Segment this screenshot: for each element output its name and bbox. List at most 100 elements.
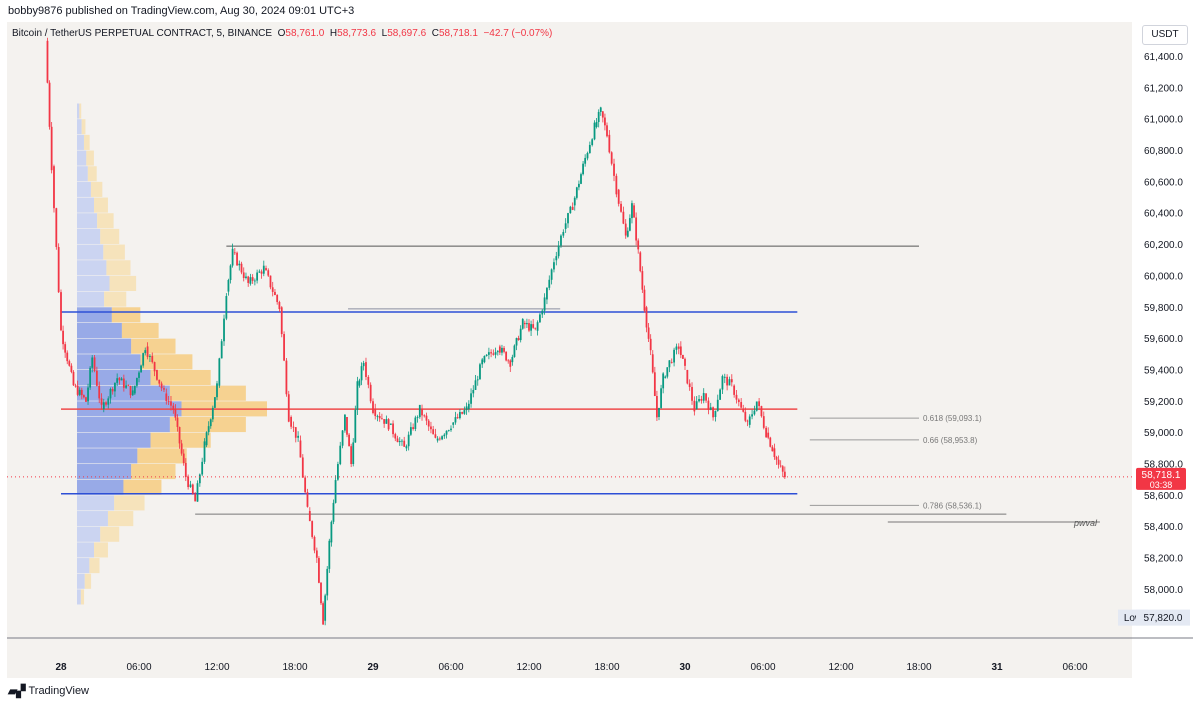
candle-body	[447, 430, 450, 431]
candle-body	[283, 334, 285, 361]
candle-body	[127, 385, 130, 387]
candle-body	[628, 218, 631, 231]
candle-body	[301, 457, 304, 478]
candle-body	[102, 402, 105, 410]
volume-bar-sell	[107, 511, 134, 527]
candle-body	[686, 369, 689, 384]
candle-body	[287, 394, 290, 422]
currency-button[interactable]: USDT	[1142, 25, 1188, 45]
candle-body	[494, 352, 497, 355]
low-price-label: 57,820.0	[1144, 613, 1183, 624]
candle-body	[461, 412, 464, 414]
candle-body	[660, 388, 662, 408]
candle-body	[744, 411, 747, 421]
candle-body	[573, 197, 576, 206]
candle-body	[760, 406, 763, 417]
candle-body	[539, 314, 541, 323]
volume-bar-buy	[77, 213, 98, 229]
candle-body	[111, 389, 114, 392]
candle-body	[550, 269, 553, 280]
candle-body	[620, 203, 622, 212]
y-tick-label: 60,600.0	[1144, 177, 1183, 188]
volume-bar-buy	[77, 307, 112, 323]
candle-body	[635, 217, 638, 241]
brand[interactable]: ▰▞ TradingView	[8, 684, 89, 698]
candle-body	[637, 240, 640, 250]
candle-body	[167, 400, 170, 402]
candle-body	[479, 364, 481, 380]
volume-bar-sell	[100, 228, 120, 244]
candle-body	[737, 399, 740, 403]
candle-body	[306, 492, 309, 507]
candle-body	[131, 390, 134, 396]
volume-bar-sell	[87, 166, 97, 182]
candle-body	[675, 346, 678, 350]
candle-body	[392, 423, 394, 435]
candle-body	[700, 399, 703, 401]
candle-body	[779, 465, 782, 467]
candle-body	[344, 414, 346, 431]
y-tick-label: 58,400.0	[1144, 522, 1183, 533]
volume-bar-sell	[111, 307, 141, 323]
candle-body	[575, 187, 578, 198]
candle-body	[409, 427, 412, 435]
volume-bar-sell	[84, 573, 92, 589]
x-tick-label: 28	[55, 662, 67, 673]
price-chart[interactable]: pwval 0.618 (59,093.1) 0.66 (58,953.8) 0.78…	[7, 22, 1193, 678]
candle-body	[401, 440, 403, 442]
volume-bar-sell	[104, 291, 127, 307]
candle-body	[467, 403, 470, 410]
volume-bar-buy	[77, 275, 110, 291]
footer-bar	[0, 678, 1200, 704]
candle-body	[423, 415, 426, 417]
volume-bar-sell	[97, 213, 114, 229]
candle-body	[182, 453, 185, 463]
candle-body	[205, 432, 208, 446]
candle-body	[238, 263, 241, 266]
candle-body	[555, 256, 558, 261]
candle-body	[753, 410, 756, 415]
x-tick-label: 12:00	[828, 662, 853, 673]
candle-body	[595, 122, 598, 128]
candle-body	[748, 416, 751, 425]
candle-body	[599, 107, 602, 112]
candle-body	[198, 474, 201, 484]
candle-body	[304, 477, 307, 493]
candle-body	[645, 307, 648, 328]
candle-body	[643, 289, 646, 311]
candle-body	[723, 376, 726, 378]
candle-body	[438, 438, 441, 440]
candle-body	[240, 263, 243, 273]
candle-body	[122, 378, 125, 388]
candle-body	[412, 427, 415, 430]
candle-body	[85, 397, 87, 402]
candle-body	[691, 387, 693, 401]
candle-body	[548, 279, 551, 288]
candle-body	[220, 341, 223, 359]
candle-body	[120, 378, 123, 381]
candle-body	[262, 265, 265, 274]
candle-body	[276, 295, 279, 303]
candle-body	[702, 393, 705, 401]
chart-area[interactable]: pwval 0.618 (59,093.1) 0.66 (58,953.8) 0.78…	[7, 22, 1193, 678]
candle-body	[82, 395, 85, 398]
candle-body	[367, 376, 370, 385]
candle-body	[72, 371, 75, 386]
candle-body	[610, 152, 613, 164]
candle-body	[387, 419, 390, 430]
volume-bar-sell	[114, 495, 145, 511]
candle-body	[299, 440, 302, 458]
candle-body	[389, 423, 392, 425]
x-tick-label: 12:00	[516, 662, 541, 673]
candle-body	[151, 355, 154, 363]
candle-body	[233, 252, 236, 254]
volume-bar-buy	[77, 448, 138, 464]
volume-bar-sell	[86, 150, 94, 166]
candle-body	[95, 370, 98, 386]
volume-bar-buy	[77, 166, 88, 182]
tradingview-logo-icon: ▰▞	[8, 684, 25, 698]
candle-body	[394, 434, 397, 439]
candle-body	[214, 397, 216, 408]
symbol-legend: Bitcoin / TetherUS PERPETUAL CONTRACT, 5…	[12, 28, 552, 39]
x-tick-label: 29	[367, 662, 379, 673]
